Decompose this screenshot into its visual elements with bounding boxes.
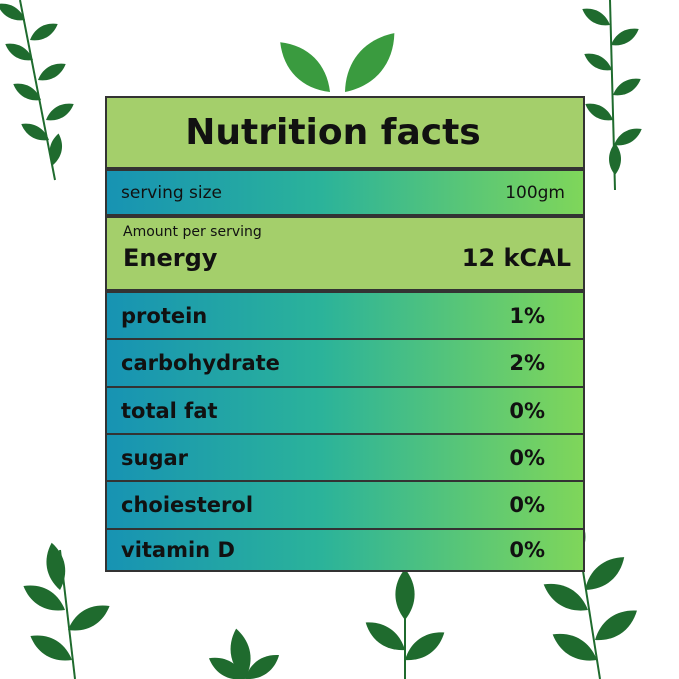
nutrient-value: 0% [509, 445, 545, 470]
serving-value: 100gm [505, 182, 565, 203]
nutrition-table: Nutrition facts serving size 100gm Amoun… [105, 96, 585, 572]
serving-label: serving size [121, 182, 223, 203]
nutrient-row: carbohydrate 2% [105, 338, 585, 388]
serving-row: serving size 100gm [105, 169, 585, 216]
nutrient-row: protein 1% [105, 291, 585, 340]
nutrient-value: 0% [509, 493, 545, 517]
title: Nutrition facts [105, 96, 585, 169]
nutrient-label: choiesterol [121, 493, 254, 517]
nutrient-label: vitamin D [121, 538, 235, 562]
title-text: Nutrition facts [185, 112, 481, 153]
nutrient-label: protein [121, 303, 208, 328]
nutrient-row: choiesterol 0% [105, 480, 585, 530]
energy-row: Amount per serving Energy 12 kCAL [105, 216, 585, 291]
energy-caption: Amount per serving [123, 224, 262, 240]
nutrient-row: sugar 0% [105, 433, 585, 482]
energy-value: 12 kCAL [461, 244, 571, 272]
nutrient-label: total fat [121, 398, 218, 423]
nutrient-row: vitamin D 0% [105, 528, 585, 572]
nutrient-value: 0% [509, 538, 545, 562]
nutrient-value: 0% [509, 398, 545, 423]
nutrient-label: sugar [121, 445, 189, 470]
nutrient-value: 1% [509, 303, 545, 328]
nutrient-label: carbohydrate [121, 351, 280, 375]
nutrient-row: total fat 0% [105, 386, 585, 435]
nutrient-value: 2% [509, 351, 545, 375]
energy-label: Energy [123, 244, 218, 272]
